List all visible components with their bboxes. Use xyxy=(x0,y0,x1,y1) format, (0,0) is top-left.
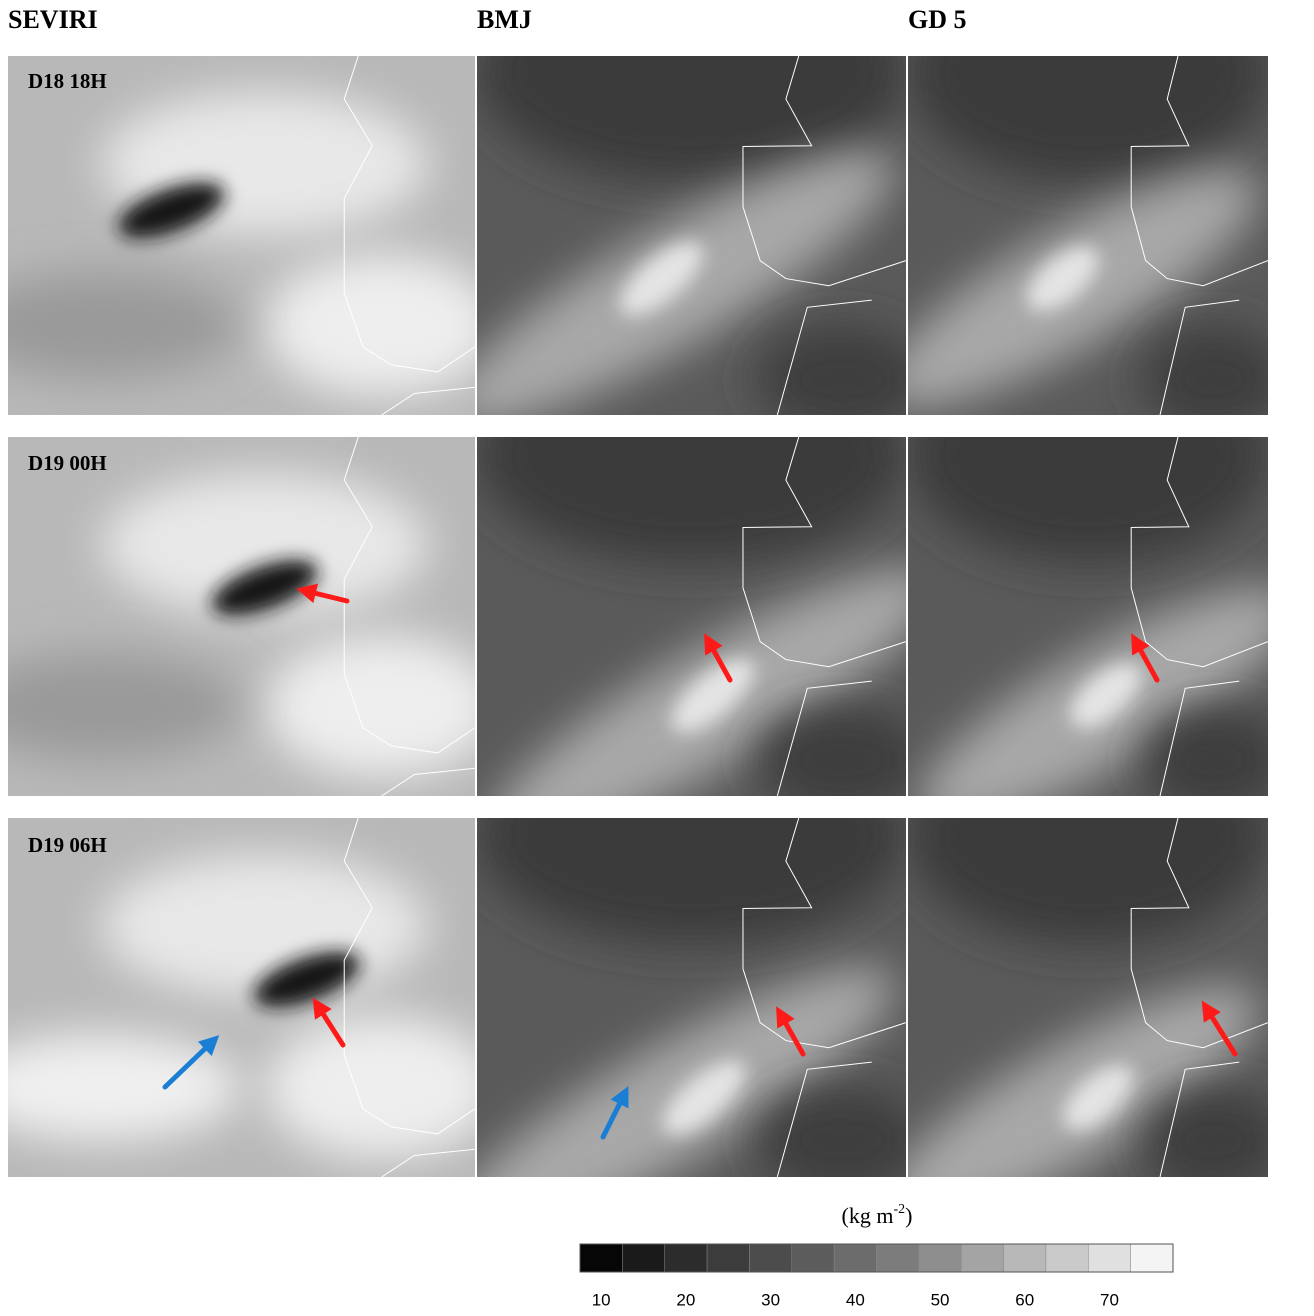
unit-text: (kg m xyxy=(842,1203,894,1228)
dry-land xyxy=(1142,1087,1286,1195)
unit-exponent: -2 xyxy=(893,1202,905,1217)
colorbar-tick-label: 20 xyxy=(676,1290,695,1309)
figure: SEVIRI BMJ GD 5 D18 18H D19 00H D19 06H … xyxy=(0,0,1314,1311)
colorbar-tick-label: 10 xyxy=(592,1290,611,1309)
colorbar-swatch xyxy=(622,1244,664,1272)
panels xyxy=(0,0,1314,1284)
colorbar-tick-label: 70 xyxy=(1100,1290,1119,1309)
column-title: GD 5 xyxy=(908,5,967,34)
unit-text: ) xyxy=(905,1203,912,1228)
dry-land xyxy=(1142,706,1286,814)
colorbar-swatch xyxy=(961,1244,1003,1272)
panel-image xyxy=(418,728,927,1283)
panel-image xyxy=(0,56,498,415)
colorbar-tick-label: 40 xyxy=(846,1290,865,1309)
colorbar-swatch xyxy=(834,1244,876,1272)
colorbar-tick-label: 60 xyxy=(1015,1290,1034,1309)
cloud xyxy=(101,854,428,998)
colorbar-swatch xyxy=(1088,1244,1130,1272)
panel-image xyxy=(418,0,927,468)
colorbar-tick-label: 50 xyxy=(931,1290,950,1309)
colorbar-unit: (kg m-2) xyxy=(842,1202,913,1228)
colorbar-swatch xyxy=(919,1244,961,1272)
panel-image xyxy=(461,347,964,884)
panel-image xyxy=(854,0,1286,447)
colorbar-swatch xyxy=(665,1244,707,1272)
column-title: SEVIRI xyxy=(8,5,98,34)
panel-image xyxy=(854,728,1286,1263)
row-label: D18 18H xyxy=(28,69,107,93)
colorbar-swatch xyxy=(1131,1244,1173,1272)
colorbar-swatch xyxy=(1004,1244,1046,1272)
panel-image xyxy=(0,437,498,796)
row-label: D19 00H xyxy=(28,451,107,475)
colorbar-swatch xyxy=(792,1244,834,1272)
panel-image xyxy=(0,818,498,1177)
column-title: BMJ xyxy=(477,5,532,34)
colorbar-tick-label: 30 xyxy=(761,1290,780,1309)
colorbar-swatch xyxy=(749,1244,791,1272)
dry-land xyxy=(756,1087,928,1195)
cloud xyxy=(265,253,499,397)
colorbar-swatch xyxy=(877,1244,919,1272)
cloud xyxy=(265,1015,499,1159)
colorbar-swatch xyxy=(1046,1244,1088,1272)
colorbar: (kg m-2) 10 20 30 40 50 60 70 xyxy=(580,1202,1173,1309)
dry-land xyxy=(1142,325,1286,433)
colorbar-swatch xyxy=(580,1244,622,1272)
panel-image xyxy=(890,347,1314,864)
dry-land xyxy=(756,325,928,433)
cloud xyxy=(265,634,499,778)
row-label: D19 06H xyxy=(28,833,107,857)
dry-land xyxy=(756,706,928,814)
colorbar-swatch xyxy=(707,1244,749,1272)
